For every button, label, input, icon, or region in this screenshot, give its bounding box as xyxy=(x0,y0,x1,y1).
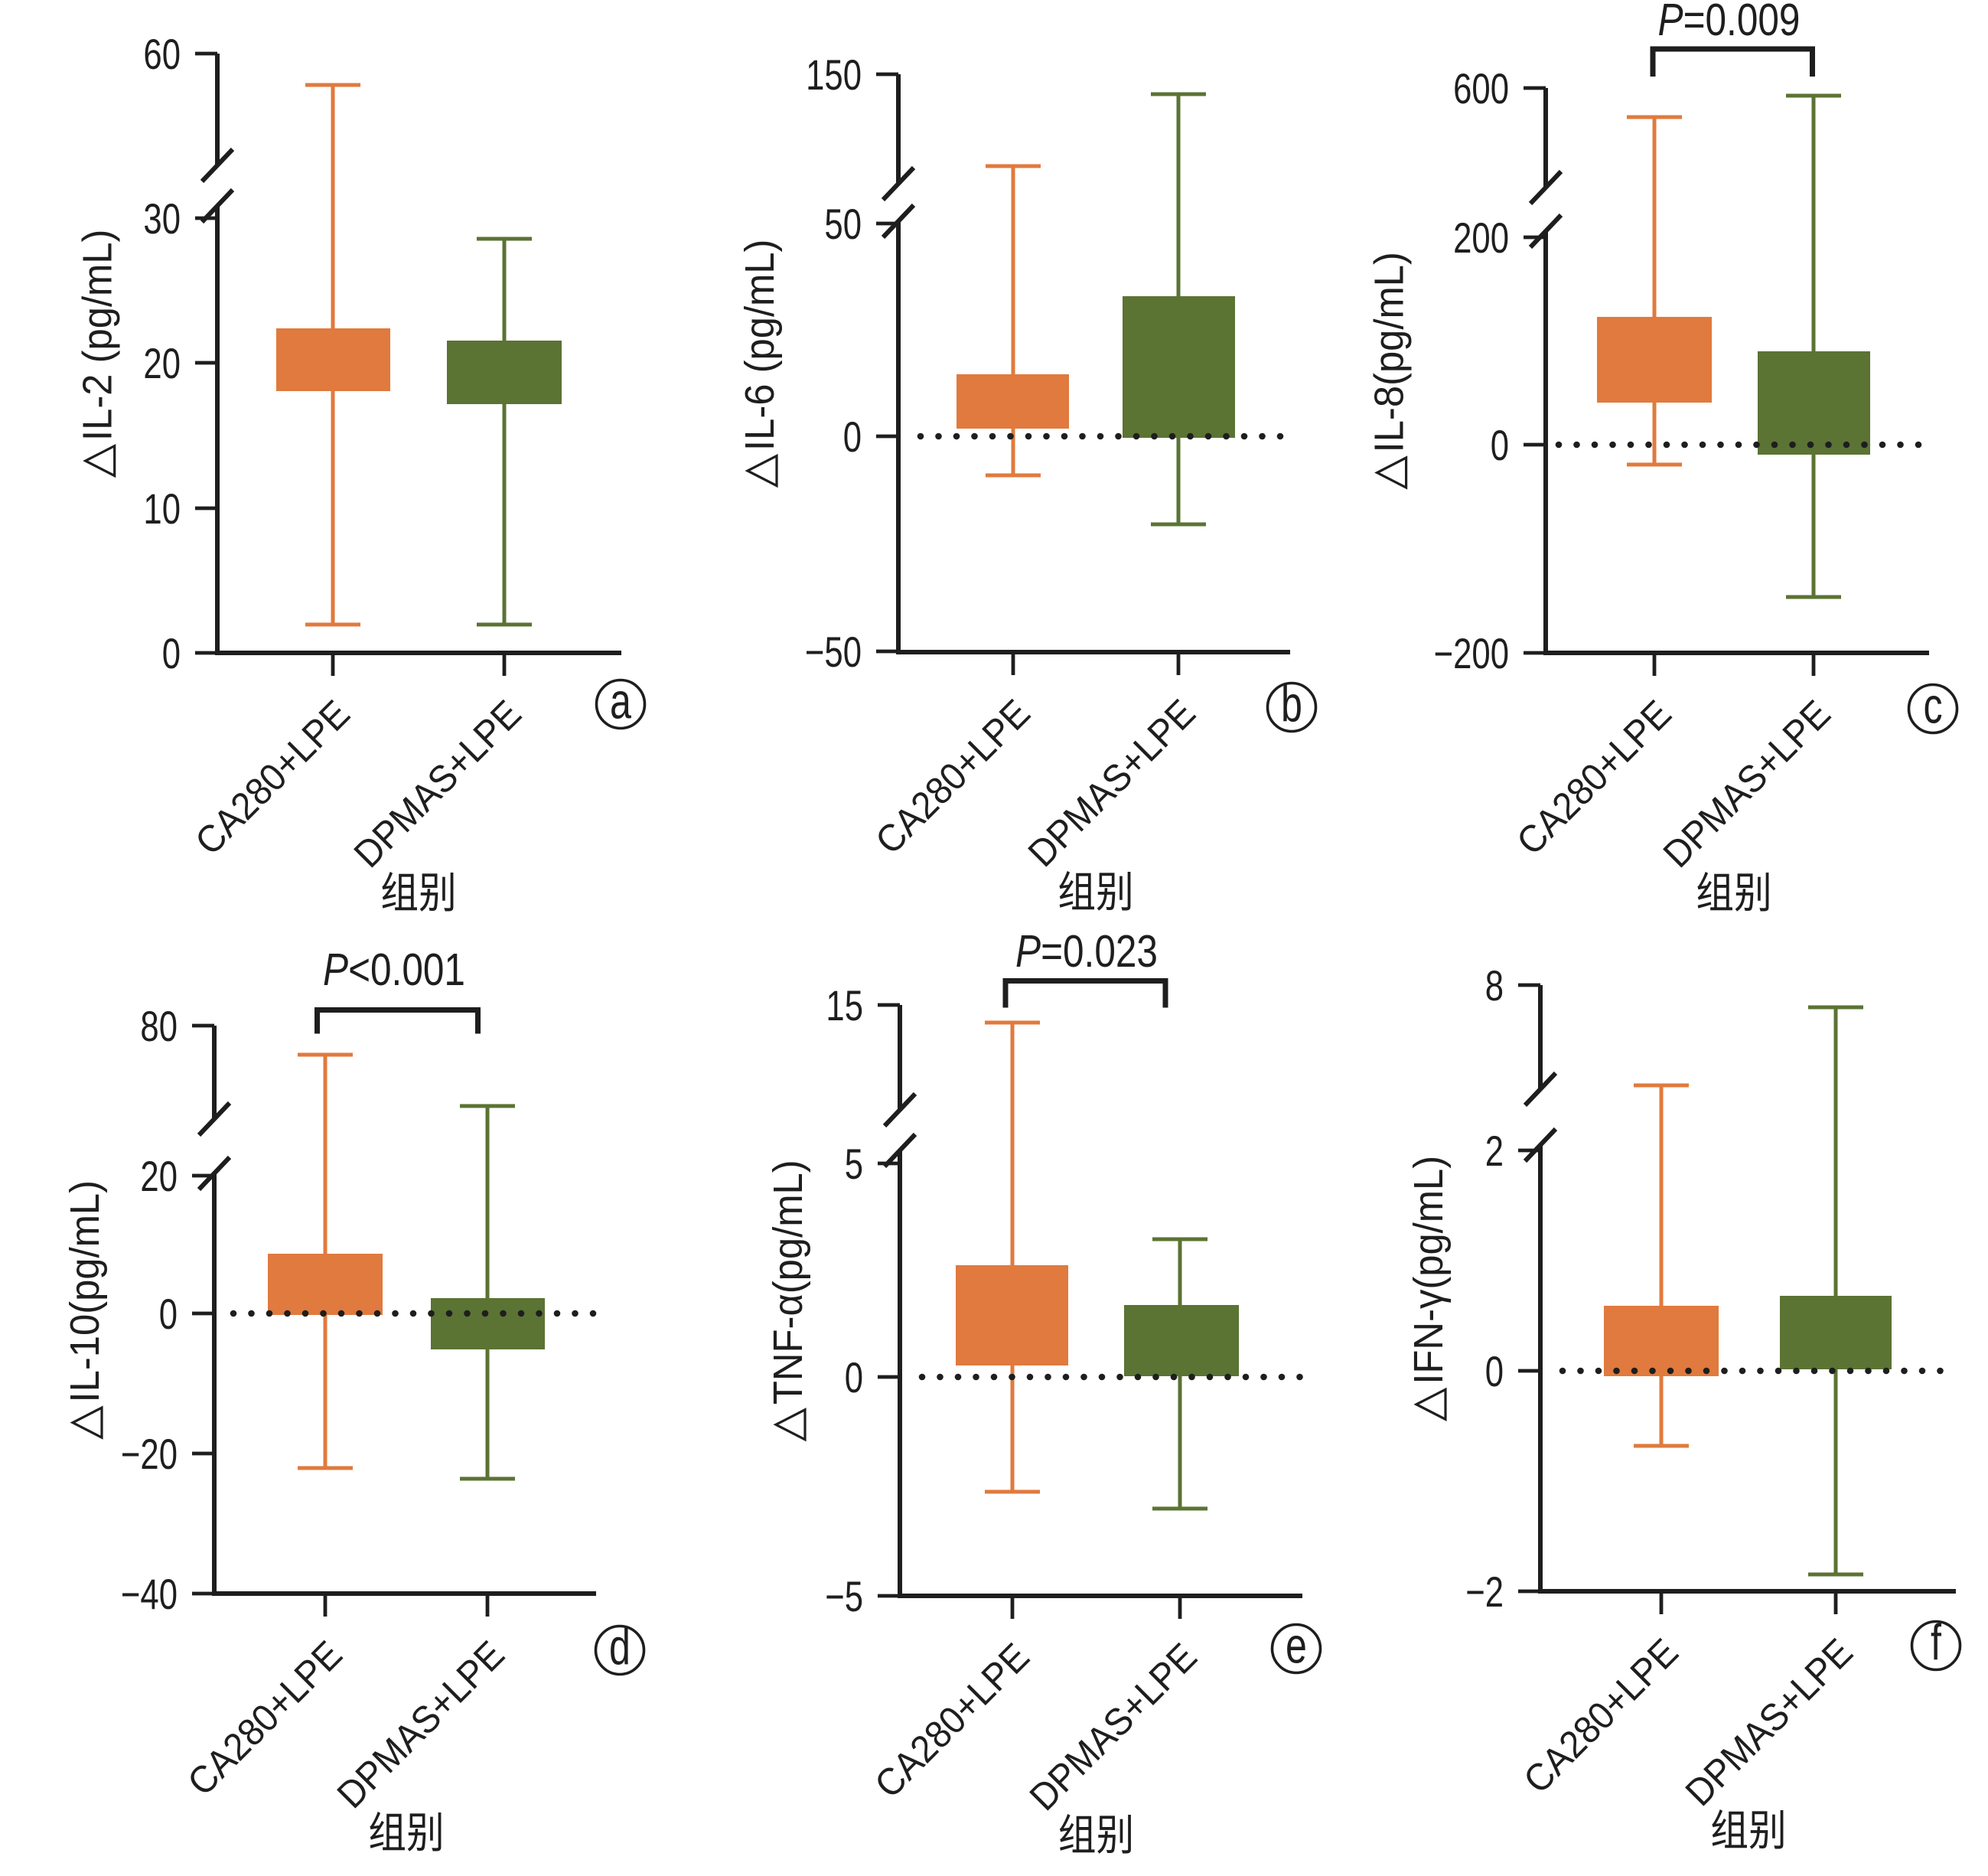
svg-text:e: e xyxy=(1286,1618,1307,1674)
svg-text:8: 8 xyxy=(1485,962,1504,1010)
svg-text:IL-8(pg/mL): IL-8(pg/mL) xyxy=(1367,252,1413,452)
svg-text:b: b xyxy=(1281,677,1302,732)
svg-text:60: 60 xyxy=(143,31,181,78)
svg-text:−20: −20 xyxy=(121,1431,178,1478)
svg-text:−200: −200 xyxy=(1434,630,1509,677)
svg-text:5: 5 xyxy=(845,1140,863,1188)
svg-text:0: 0 xyxy=(159,1290,178,1338)
svg-text:TNF-α(pg/mL): TNF-α(pg/mL) xyxy=(766,1160,812,1405)
svg-text:IFN-γ(pg/mL): IFN-γ(pg/mL) xyxy=(1406,1156,1452,1385)
svg-text:150: 150 xyxy=(806,51,862,99)
svg-text:0: 0 xyxy=(1491,422,1509,469)
svg-text:0: 0 xyxy=(162,630,181,677)
svg-text:15: 15 xyxy=(826,982,863,1029)
svg-text:P=0.023: P=0.023 xyxy=(1015,926,1158,977)
svg-text:c: c xyxy=(1923,678,1942,734)
svg-text:−50: −50 xyxy=(805,628,862,676)
svg-text:P=0.009: P=0.009 xyxy=(1658,0,1801,45)
svg-text:IL-2 (pg/mL): IL-2 (pg/mL) xyxy=(75,230,121,441)
svg-text:50: 50 xyxy=(824,201,862,248)
svg-text:d: d xyxy=(609,1620,631,1675)
svg-text:200: 200 xyxy=(1453,214,1509,262)
svg-text:20: 20 xyxy=(143,340,181,387)
svg-text:a: a xyxy=(610,674,631,729)
svg-text:20: 20 xyxy=(140,1153,178,1200)
svg-text:−40: −40 xyxy=(121,1571,178,1618)
svg-text:−2: −2 xyxy=(1465,1568,1504,1616)
svg-text:−5: −5 xyxy=(825,1573,863,1620)
svg-text:10: 10 xyxy=(143,485,181,533)
svg-text:0: 0 xyxy=(843,413,862,461)
svg-text:80: 80 xyxy=(140,1003,178,1050)
svg-text:IL-6 (pg/mL): IL-6 (pg/mL) xyxy=(738,240,784,451)
svg-text:IL-10(pg/mL): IL-10(pg/mL) xyxy=(63,1180,109,1403)
svg-text:600: 600 xyxy=(1453,65,1509,113)
svg-text:30: 30 xyxy=(143,195,181,243)
svg-text:2: 2 xyxy=(1485,1127,1504,1175)
svg-text:0: 0 xyxy=(845,1354,863,1401)
svg-text:0: 0 xyxy=(1485,1348,1504,1395)
svg-text:P<0.001: P<0.001 xyxy=(323,945,465,995)
svg-text:f: f xyxy=(1931,1615,1942,1671)
